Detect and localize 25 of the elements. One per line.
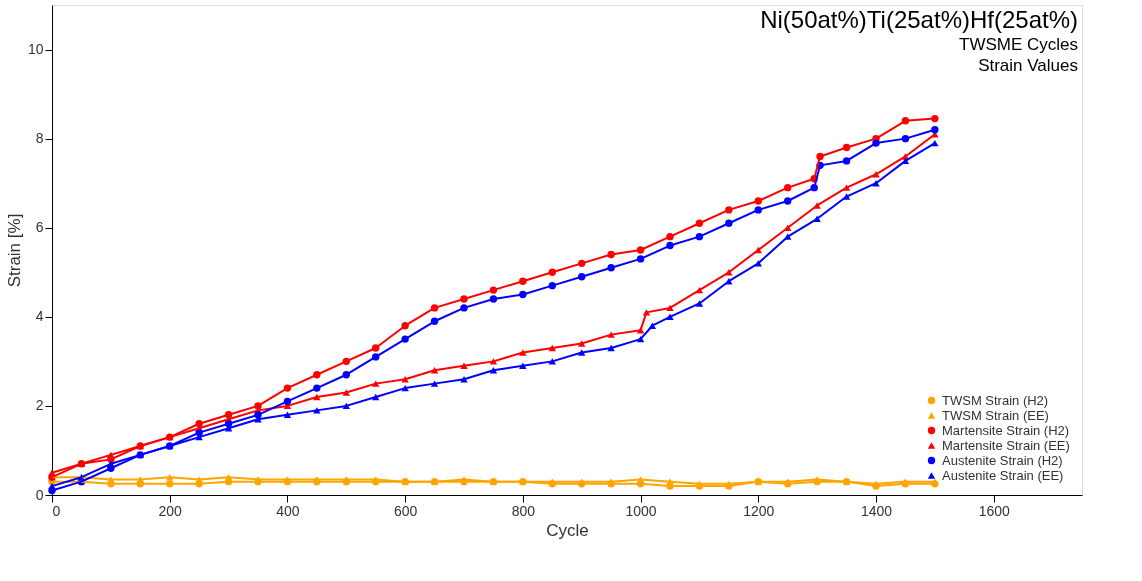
x-tick-label: 1600 xyxy=(978,502,1010,519)
x-tick-label: 0 xyxy=(52,502,61,519)
y-tick-label: 2 xyxy=(35,397,44,414)
legend-label: Martensite Strain (EE) xyxy=(942,437,1070,453)
x-tick-label: 800 xyxy=(511,502,536,519)
x-axis-title: Cycle xyxy=(546,520,589,540)
y-tick-label: 8 xyxy=(35,130,44,147)
y-axis-title: Strain [%] xyxy=(4,213,24,288)
y-tick-label: 0 xyxy=(35,486,44,503)
legend-label: TWSM Strain (H2) xyxy=(942,392,1049,408)
text: TWSME Cycles Strain Values xyxy=(959,35,1078,75)
legend-label: TWSM Strain (EE) xyxy=(942,407,1049,423)
x-tick-label: 600 xyxy=(393,502,418,519)
x-tick-label: 400 xyxy=(276,502,300,519)
x-tick-label: 200 xyxy=(158,502,183,519)
y-tick-label: 4 xyxy=(35,308,44,325)
x-tick-label: 1000 xyxy=(625,502,657,519)
legend-label: Martensite Strain (H2) xyxy=(942,422,1070,438)
legend-label: Austenite Strain (H2) xyxy=(942,452,1063,468)
x-tick-label: 1200 xyxy=(743,502,775,519)
x-tick-label: 1400 xyxy=(860,502,893,519)
y-tick-label: 10 xyxy=(27,41,44,58)
y-tick-label: 6 xyxy=(35,219,44,236)
chart-title: Ni(50at%)Ti(25at%)Hf(25at%) xyxy=(760,6,1078,33)
legend-label: Austenite Strain (EE) xyxy=(942,467,1064,483)
